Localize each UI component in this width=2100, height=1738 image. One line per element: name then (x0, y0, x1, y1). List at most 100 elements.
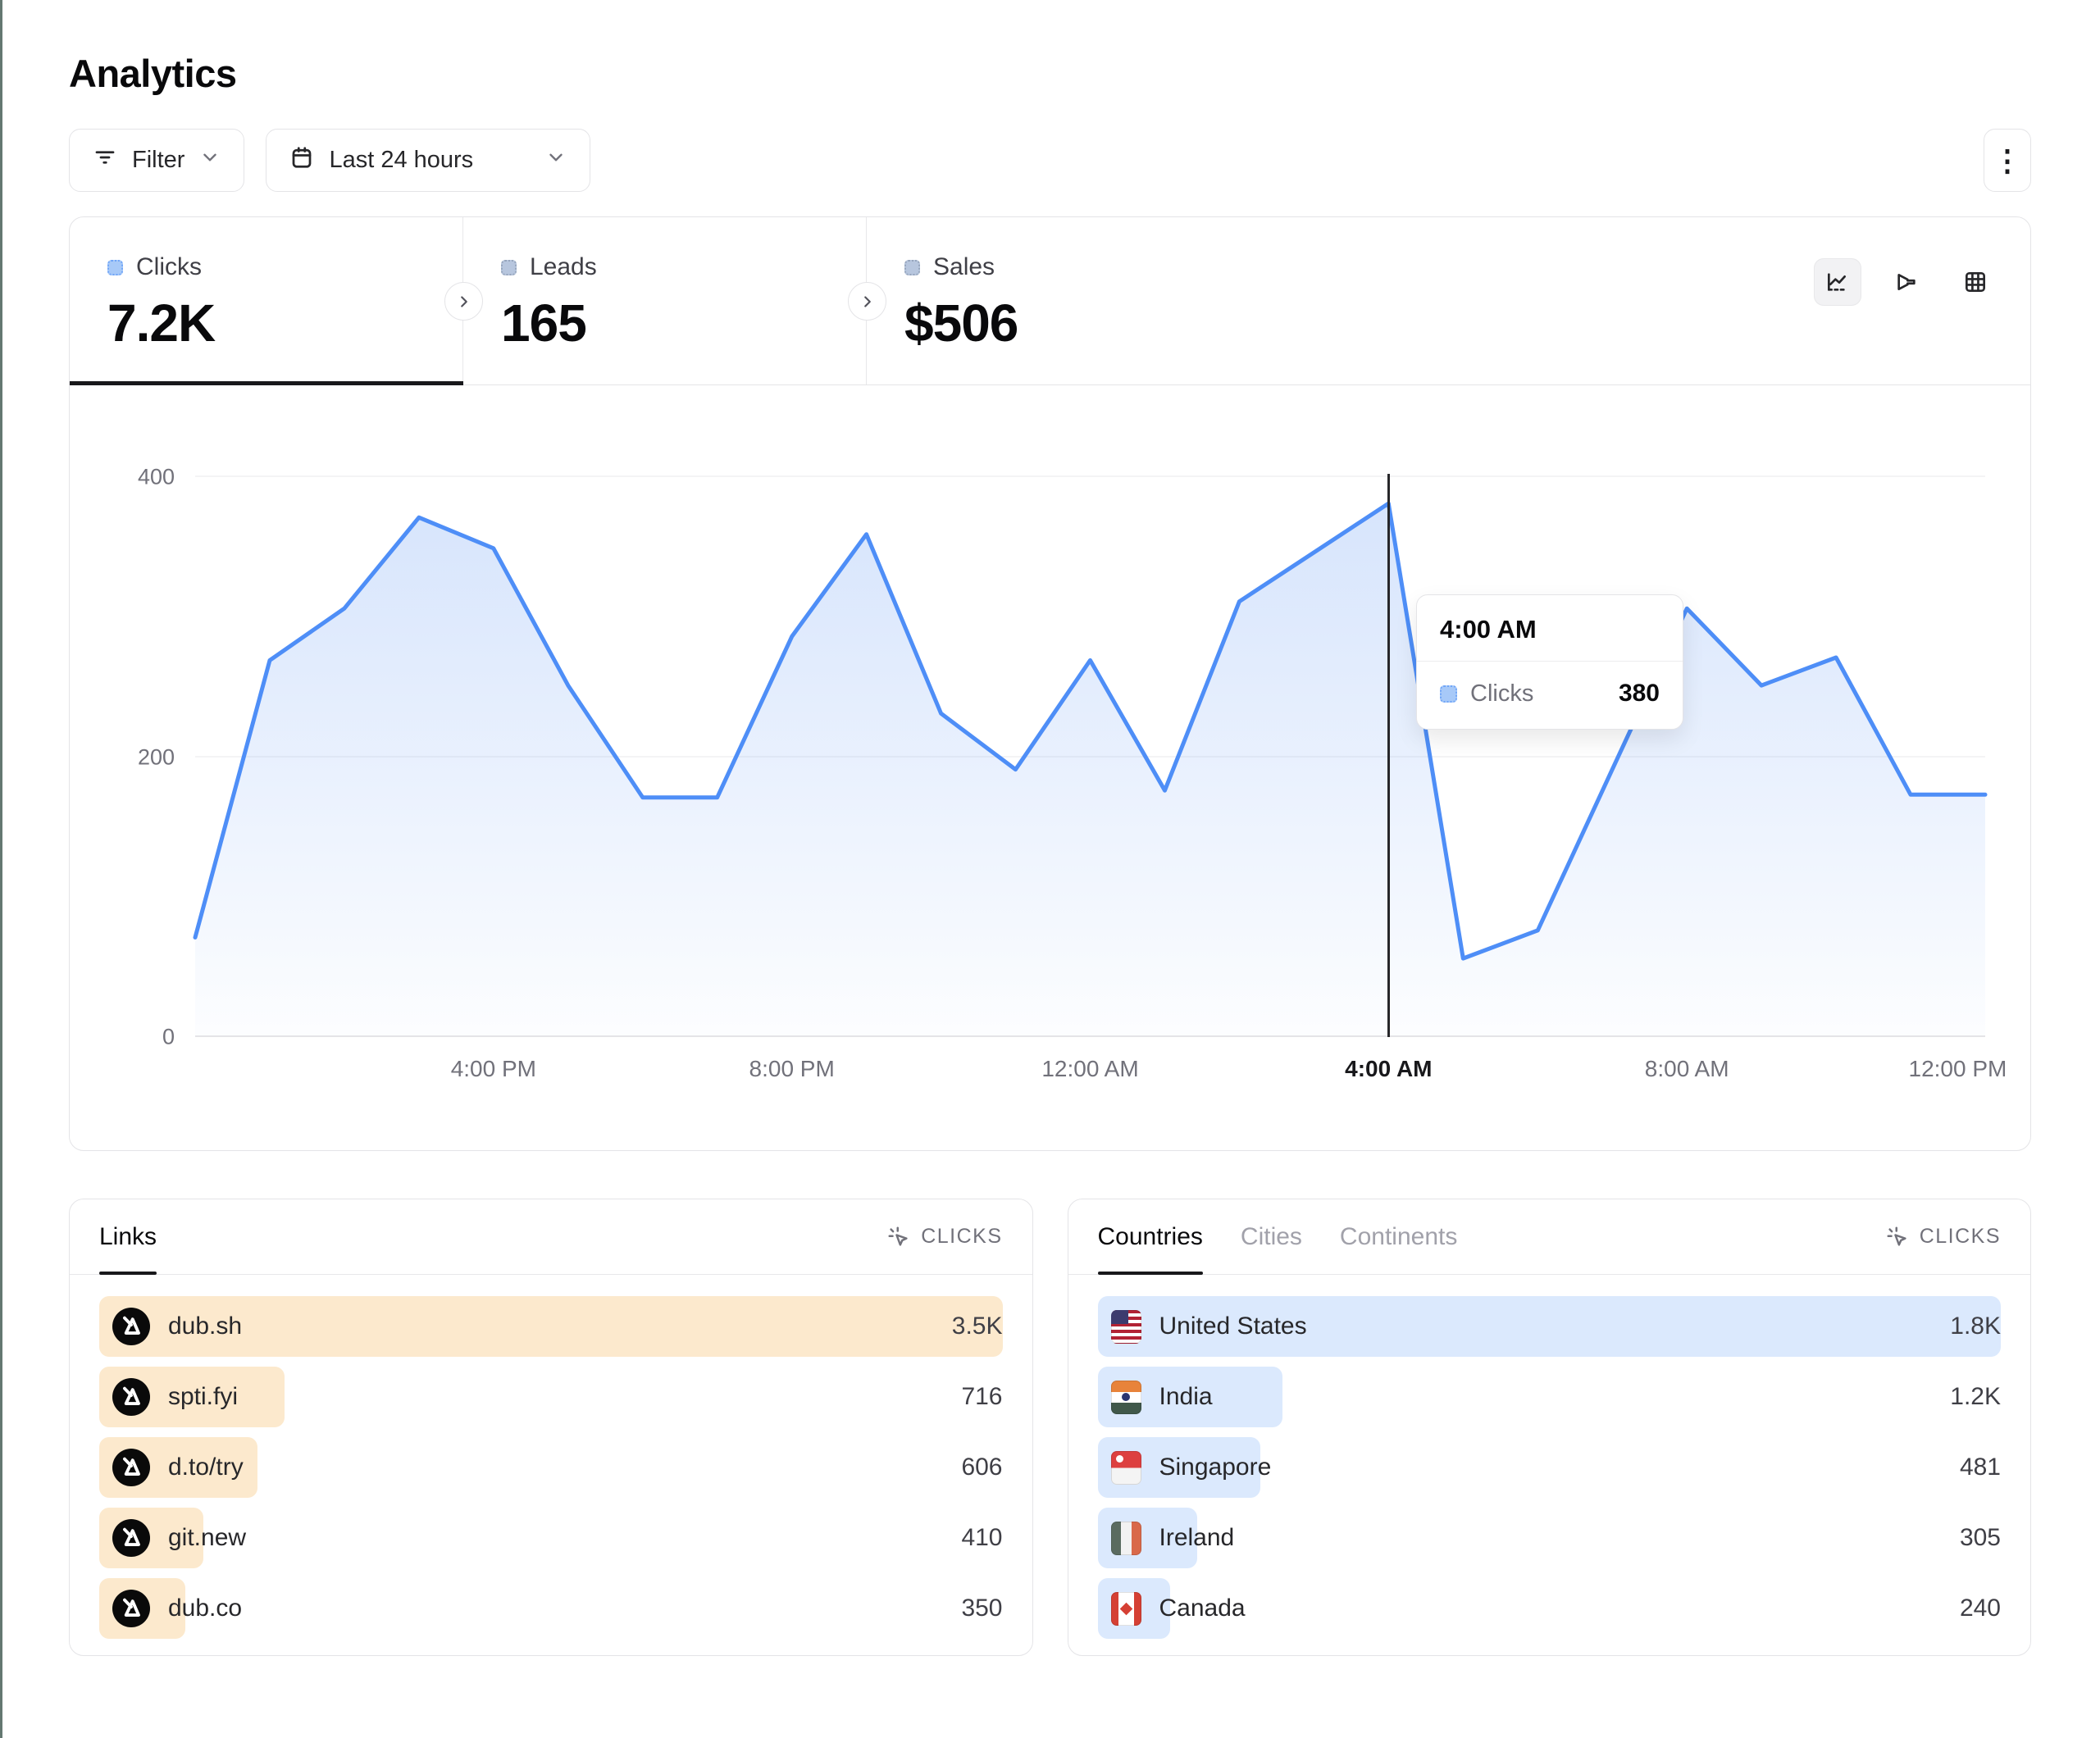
tab-links[interactable]: Links (99, 1199, 157, 1275)
row-label: Ireland (1159, 1524, 1235, 1551)
dub-logo-icon (112, 1308, 150, 1345)
funnel-chart-icon (1897, 274, 1916, 290)
dub-logo-icon (112, 1378, 150, 1416)
clicks-line-series (193, 501, 1988, 961)
sales-value: $506 (904, 293, 1018, 353)
x-axis-tick-label: 12:00 AM (1041, 1056, 1139, 1081)
row-label: India (1159, 1383, 1213, 1410)
tooltip-series-name: Clicks (1470, 680, 1534, 707)
tab-clicks[interactable]: Clicks 7.2K (70, 217, 463, 385)
row-clicks-value: 410 (961, 1524, 1003, 1551)
clicks-sort-header-label: CLICKS (921, 1225, 1003, 1248)
x-axis-baseline (195, 1035, 1985, 1037)
date-range-label: Last 24 hours (329, 147, 474, 173)
row-clicks-value: 305 (1959, 1524, 2001, 1551)
row-label: git.new (168, 1524, 247, 1551)
cursor-click-icon (1887, 1226, 1906, 1246)
clicks-value: 7.2K (107, 293, 216, 353)
clicks-legend-swatch (107, 259, 123, 275)
tab-sales[interactable]: Sales $506 (867, 217, 2030, 384)
clicks-bar (1097, 1296, 2001, 1357)
line-chart-icon (1828, 273, 1847, 291)
country-row[interactable]: Ireland 305 (1097, 1508, 2001, 1568)
links-list: dub.sh 3.5K spti.fyi 716 d.to/try 606 git.new 4… (70, 1275, 1032, 1639)
metric-label: Leads (530, 253, 597, 280)
link-row[interactable]: d.to/try 606 (99, 1437, 1003, 1498)
link-row[interactable]: git.new 410 (99, 1508, 1003, 1568)
funnel-chart-view-button[interactable] (1883, 258, 1930, 306)
active-tab-underline (70, 381, 463, 385)
clicks-sort-header[interactable]: CLICKS (886, 1199, 1002, 1274)
table-view-button[interactable] (1952, 258, 1999, 306)
leads-value: 165 (501, 293, 587, 353)
row-clicks-value: 350 (961, 1595, 1003, 1622)
y-axis-tick-label: 0 (162, 1024, 175, 1049)
countries-list: United States 1.8K India 1.2K Singapore 481 Ir… (1068, 1275, 2031, 1639)
row-clicks-value: 240 (1959, 1595, 2001, 1622)
tab-cities[interactable]: Cities (1240, 1222, 1302, 1250)
row-clicks-value: 716 (961, 1383, 1003, 1410)
chevron-right-icon (460, 295, 467, 307)
gridline-400 (195, 475, 1985, 477)
clicks-sort-header[interactable]: CLICKS (1885, 1199, 2001, 1274)
window-edge-strip (0, 0, 2, 1738)
links-panel-header: Links CLICKS (70, 1199, 1032, 1275)
metrics-tab-row: Clicks 7.2K Leads 165 Sales $506 (70, 217, 2030, 385)
row-label: dub.co (168, 1595, 243, 1622)
sg-flag-icon (1110, 1450, 1141, 1485)
filter-button[interactable]: Filter (69, 129, 245, 192)
next-metric-chevron-button[interactable] (848, 282, 886, 321)
ie-flag-icon (1110, 1521, 1141, 1555)
clicks-timeseries-chart[interactable]: 400 200 0 4:00 PM 8:00 PM 12:00 AM 4:00 AM 8… (70, 385, 2030, 1150)
tooltip-time-label: 4:00 AM (1417, 595, 1683, 662)
chevron-down-icon (545, 147, 567, 175)
tab-leads[interactable]: Leads 165 (463, 217, 867, 384)
analytics-chart-card: Clicks 7.2K Leads 165 Sales $506 (69, 216, 2031, 1151)
grid-table-icon (1966, 272, 1985, 292)
row-clicks-value: 1.8K (1950, 1313, 2001, 1340)
x-axis-tick-label: 4:00 AM (1345, 1056, 1433, 1081)
area-chart-plot (193, 501, 1988, 1035)
row-label: Canada (1159, 1595, 1246, 1622)
country-row[interactable]: Singapore 481 (1097, 1437, 2001, 1498)
country-row[interactable]: India 1.2K (1097, 1367, 2001, 1427)
leads-legend-swatch (501, 259, 517, 275)
ca-flag-icon (1110, 1591, 1141, 1626)
x-axis-labels: 4:00 PM 8:00 PM 12:00 AM 4:00 AM 8:00 AM 12:0… (195, 1056, 2007, 1092)
area-chart-view-button[interactable] (1814, 258, 1861, 306)
in-flag-icon (1110, 1380, 1141, 1414)
row-clicks-value: 1.2K (1950, 1383, 2001, 1410)
date-range-button[interactable]: Last 24 hours (266, 129, 591, 192)
x-axis-tick-label: 12:00 PM (1908, 1056, 2007, 1081)
metric-label: Sales (933, 253, 995, 280)
toolbar: Filter Last 24 hours ⋮ (69, 129, 2031, 192)
tooltip-series-value: 380 (1618, 680, 1660, 707)
tab-countries[interactable]: Countries (1097, 1199, 1204, 1275)
x-axis-tick-label: 8:00 AM (1644, 1056, 1729, 1081)
row-label: dub.sh (168, 1313, 243, 1340)
analytics-page: Analytics Filter Last 24 hours ⋮ (0, 0, 2100, 1656)
chart-tooltip: 4:00 AM Clicks 380 (1416, 594, 1683, 730)
us-flag-icon (1110, 1309, 1141, 1344)
x-axis-tick-label: 4:00 PM (450, 1056, 536, 1081)
link-row[interactable]: dub.co 350 (99, 1578, 1003, 1639)
countries-panel: Countries Cities Continents CLICKS United … (1067, 1199, 2031, 1656)
link-row[interactable]: dub.sh 3.5K (99, 1296, 1003, 1357)
link-row[interactable]: spti.fyi 716 (99, 1367, 1003, 1427)
breakdown-panels: Links CLICKS dub.sh 3.5K spti.fyi 716 d.to/t… (69, 1199, 2031, 1656)
row-label: United States (1159, 1313, 1307, 1340)
row-label: d.to/try (168, 1454, 244, 1481)
tab-continents[interactable]: Continents (1339, 1222, 1458, 1250)
country-row[interactable]: Canada 240 (1097, 1578, 2001, 1639)
chevron-right-icon (863, 295, 871, 307)
filter-icon (93, 145, 117, 176)
next-metric-chevron-button[interactable] (444, 282, 483, 321)
country-row[interactable]: United States 1.8K (1097, 1296, 2001, 1357)
calendar-icon (289, 145, 314, 176)
clicks-sort-header-label: CLICKS (1919, 1225, 2001, 1248)
clicks-bar (99, 1296, 1003, 1357)
more-options-button[interactable]: ⋮ (1984, 129, 2031, 192)
links-panel: Links CLICKS dub.sh 3.5K spti.fyi 716 d.to/t… (69, 1199, 1033, 1656)
dub-logo-icon (112, 1590, 150, 1627)
page-title: Analytics (69, 52, 237, 95)
